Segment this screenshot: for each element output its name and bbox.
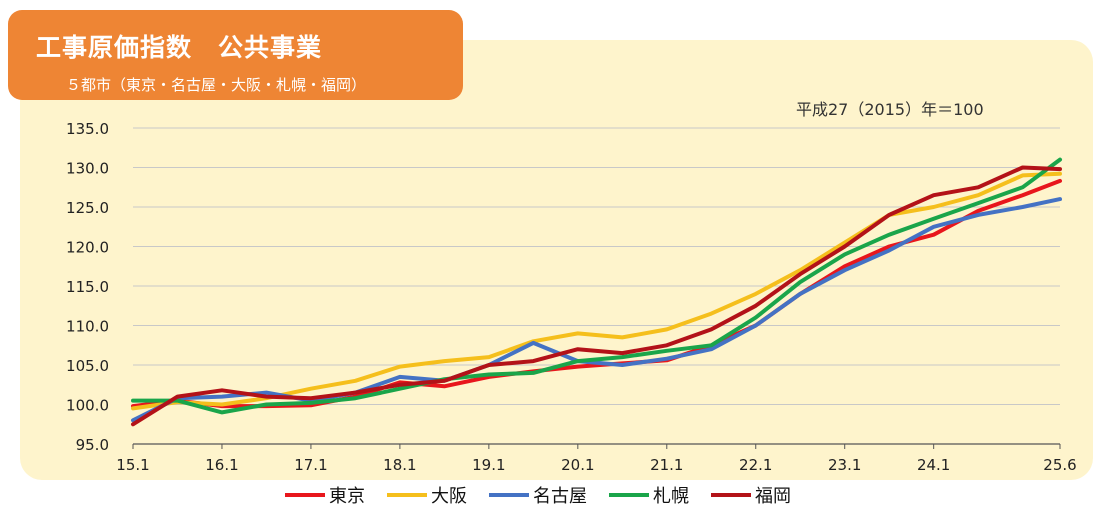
x-tick-label: 24.1 xyxy=(917,456,950,474)
x-tick-label: 19.1 xyxy=(472,456,505,474)
title-box: 工事原価指数 公共事業 ５都市（東京・名古屋・大阪・札幌・福岡） xyxy=(8,10,463,100)
series-line-東京 xyxy=(131,178,1062,409)
x-tick-label: 15.1 xyxy=(116,456,149,474)
legend-item: 名古屋 xyxy=(489,482,587,508)
y-tick-label: 120.0 xyxy=(66,239,109,257)
y-tick-label: 95.0 xyxy=(76,436,109,454)
y-tick-label: 125.0 xyxy=(66,199,109,217)
x-tick-label: 18.1 xyxy=(383,456,416,474)
x-tick-label: 16.1 xyxy=(205,456,238,474)
legend-swatch xyxy=(387,493,427,497)
y-tick-label: 135.0 xyxy=(66,120,109,138)
legend-label: 東京 xyxy=(329,486,365,507)
legend-label: 大阪 xyxy=(431,486,467,507)
y-tick-label: 110.0 xyxy=(66,318,109,336)
legend-swatch xyxy=(711,493,751,497)
series-line-大阪 xyxy=(131,171,1062,411)
y-tick-label: 115.0 xyxy=(66,278,109,296)
base-year-note: 平成27（2015）年＝100 xyxy=(796,100,984,119)
x-tick-label: 23.1 xyxy=(828,456,861,474)
series-line-福岡 xyxy=(131,165,1062,427)
x-tick-label: 17.1 xyxy=(294,456,327,474)
chart-subtitle: ５都市（東京・名古屋・大阪・札幌・福岡） xyxy=(66,76,367,94)
legend-label: 札幌 xyxy=(653,486,689,507)
series-line-札幌 xyxy=(131,157,1062,415)
y-tick-label: 130.0 xyxy=(66,160,109,178)
series-line-名古屋 xyxy=(131,197,1062,423)
legend-item: 東京 xyxy=(285,482,365,508)
x-tick-label: 25.6 xyxy=(1043,456,1076,474)
y-tick-label: 100.0 xyxy=(66,397,109,415)
chart-title: 工事原価指数 公共事業 xyxy=(36,33,323,62)
legend-label: 名古屋 xyxy=(533,486,587,507)
legend-item: 札幌 xyxy=(609,482,689,508)
y-tick-label: 105.0 xyxy=(66,357,109,375)
legend-swatch xyxy=(609,493,649,497)
legend-swatch xyxy=(489,493,529,497)
chart-legend: 東京 大阪 名古屋 札幌 福岡 xyxy=(285,483,813,507)
legend-item: 福岡 xyxy=(711,482,791,508)
x-tick-label: 20.1 xyxy=(561,456,594,474)
legend-label: 福岡 xyxy=(755,486,791,507)
legend-swatch xyxy=(285,493,325,497)
x-tick-label: 22.1 xyxy=(739,456,772,474)
legend-item: 大阪 xyxy=(387,482,467,508)
x-tick-label: 21.1 xyxy=(650,456,683,474)
